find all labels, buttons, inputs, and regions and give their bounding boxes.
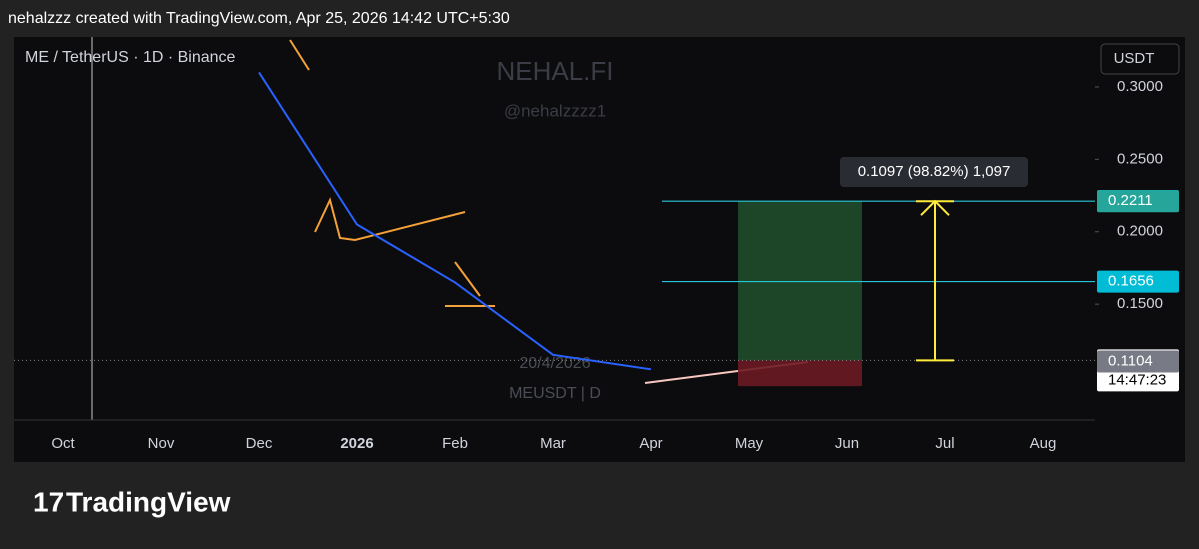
y-tick-label: 0.2000: [1117, 223, 1163, 240]
x-tick-label: Aug: [1030, 435, 1057, 452]
currency-button[interactable]: [1100, 43, 1180, 75]
y-tick-label: 0.2500: [1117, 150, 1163, 167]
logo-mark: 17: [33, 486, 64, 517]
x-tick-label: Apr: [639, 435, 662, 452]
x-tick-label: 2026: [340, 435, 373, 452]
y-tick-label: 0.1500: [1117, 295, 1163, 312]
x-tick-label: Dec: [246, 435, 273, 452]
x-tick-label: May: [735, 435, 764, 452]
price-label: 0.1104: [1108, 352, 1153, 369]
currency-label[interactable]: USDT: [1114, 50, 1155, 67]
watermark: NEHAL.FI: [496, 56, 613, 86]
watermark: @nehalzzzz1: [504, 101, 606, 120]
logo-text: TradingView: [66, 486, 231, 517]
price-line: [258, 71, 652, 371]
measure-head: [920, 199, 950, 216]
y-tick-label: 0.3000: [1117, 78, 1163, 95]
price-label-box: [1097, 190, 1179, 213]
x-tick-label: Nov: [148, 435, 175, 452]
chart-panel: [14, 37, 1185, 462]
countdown: 14:47:23: [1108, 371, 1166, 388]
trend-drawing: [314, 197, 466, 242]
header-text: nehalzzz created with TradingView.com, A…: [8, 10, 510, 27]
x-tick-label: Feb: [442, 435, 468, 452]
price-label: 0.2211: [1108, 192, 1153, 209]
price-label-box: [1097, 350, 1179, 373]
x-tick-label: Jun: [835, 435, 859, 452]
x-tick-label: Mar: [540, 435, 566, 452]
x-tick-label: Jul: [935, 435, 954, 452]
loss-zone: [738, 360, 862, 387]
price-label-box: [1097, 270, 1179, 293]
measure-label: 0.1097 (98.82%) 1,097: [858, 163, 1011, 180]
profit-zone: [738, 201, 862, 361]
chart-title: ME / TetherUS · 1D · Binance: [25, 49, 236, 66]
measure-box: [840, 157, 1028, 187]
watermark: 20/4/2026: [519, 355, 590, 372]
trend-drawing: [289, 39, 310, 71]
trend-drawing: [454, 261, 481, 297]
x-tick-label: Oct: [51, 435, 75, 452]
price-label: 0.1656: [1108, 273, 1154, 290]
watermark: MEUSDT | D: [509, 385, 601, 402]
